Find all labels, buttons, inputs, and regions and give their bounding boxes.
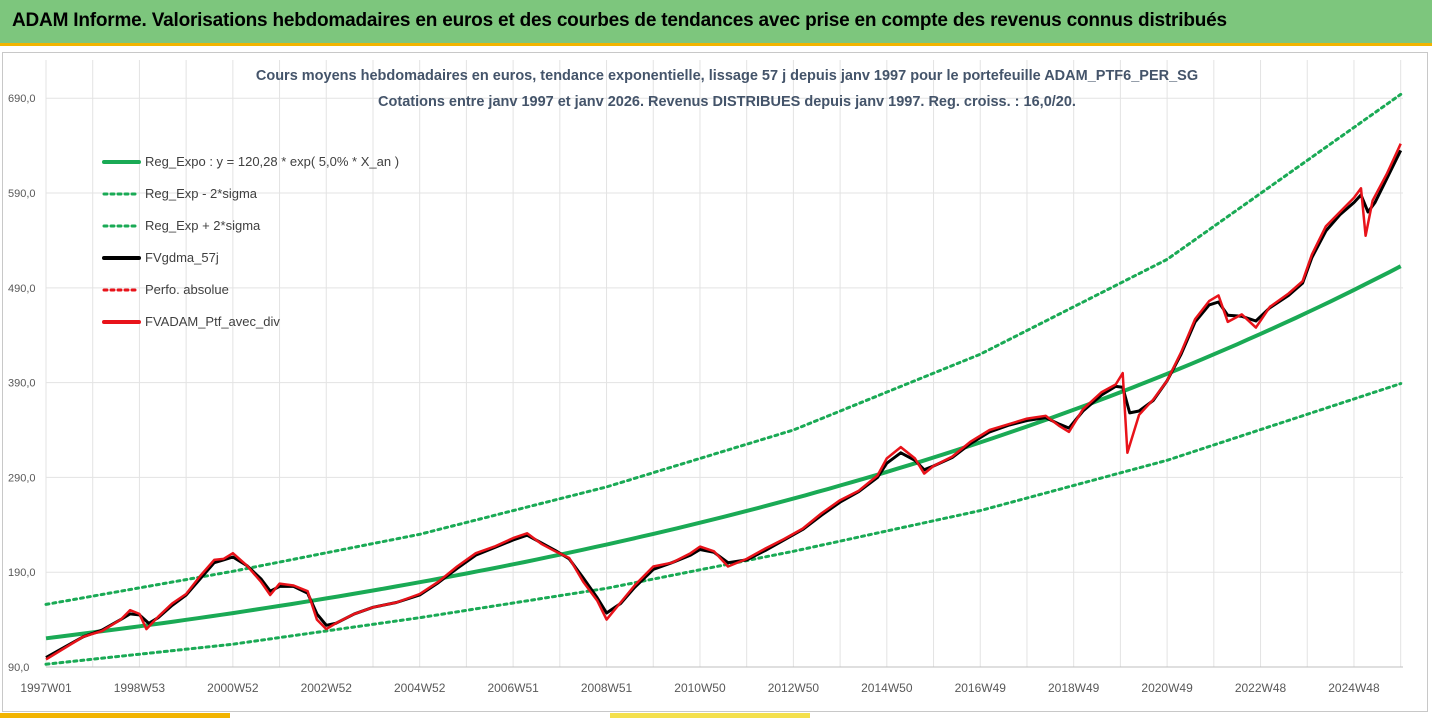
footer-accent-bar xyxy=(0,713,230,718)
legend-label: FVgdma_57j xyxy=(145,250,219,265)
y-tick-label: 390,0 xyxy=(8,378,36,390)
y-tick-label: 690,0 xyxy=(8,93,36,105)
chart-subtitle: Cotations entre janv 1997 et janv 2026. … xyxy=(378,94,1076,110)
x-tick-label: 2006W51 xyxy=(487,681,539,695)
x-tick-label: 2002W52 xyxy=(301,681,353,695)
x-tick-label: 1997W01 xyxy=(20,681,72,695)
moving-average-line xyxy=(45,149,1403,659)
x-tick-label: 2012W50 xyxy=(768,681,820,695)
chart-area xyxy=(2,52,1428,712)
y-tick-label: 590,0 xyxy=(8,188,36,200)
x-tick-label: 2020W49 xyxy=(1141,681,1193,695)
legend-label: Reg_Exp - 2*sigma xyxy=(145,186,258,201)
x-tick-label: 2022W48 xyxy=(1235,681,1287,695)
y-tick-label: 90,0 xyxy=(8,662,29,674)
chart-title: Cours moyens hebdomadaires en euros, ten… xyxy=(256,68,1198,84)
legend-label: Reg_Expo : y = 120,28 * exp( 5,0% * X_an… xyxy=(145,154,399,169)
x-tick-label: 2016W49 xyxy=(955,681,1007,695)
x-tick-label: 2000W52 xyxy=(207,681,259,695)
y-axis: 90,0 190,0 290,0 390,0 490,0 590,0 690,0 xyxy=(8,93,36,674)
x-tick-label: 2014W50 xyxy=(861,681,913,695)
footer-accent-bar-mid xyxy=(610,713,810,718)
trend-line xyxy=(45,264,1402,641)
x-tick-label: 2004W52 xyxy=(394,681,446,695)
x-tick-label: 2024W48 xyxy=(1328,681,1380,695)
y-tick-label: 290,0 xyxy=(8,472,36,484)
x-tick-label: 1998W53 xyxy=(114,681,166,695)
legend-label: Reg_Exp + 2*sigma xyxy=(145,218,261,233)
legend-label: FVADAM_Ptf_avec_div xyxy=(145,314,280,329)
lower-band-line xyxy=(44,382,1403,666)
y-tick-label: 490,0 xyxy=(8,283,36,295)
chart-grid xyxy=(45,60,1403,668)
upper-band-line xyxy=(44,92,1403,606)
x-axis: 1997W01 1998W53 2000W52 2002W52 2004W52 2006W… xyxy=(20,681,1380,695)
legend-label: Perfo. absolue xyxy=(145,282,229,297)
y-tick-label: 190,0 xyxy=(8,567,36,579)
portfolio-line xyxy=(45,143,1402,661)
legend: Reg_Expo : y = 120,28 * exp( 5,0% * X_an… xyxy=(102,154,399,329)
x-tick-label: 2010W50 xyxy=(674,681,726,695)
x-tick-label: 2018W49 xyxy=(1048,681,1100,695)
plot-lines xyxy=(44,92,1403,666)
x-tick-label: 2008W51 xyxy=(581,681,633,695)
report-title: ADAM Informe. Valorisations hebdomadaire… xyxy=(12,10,1227,31)
report-header: ADAM Informe. Valorisations hebdomadaire… xyxy=(0,0,1432,46)
